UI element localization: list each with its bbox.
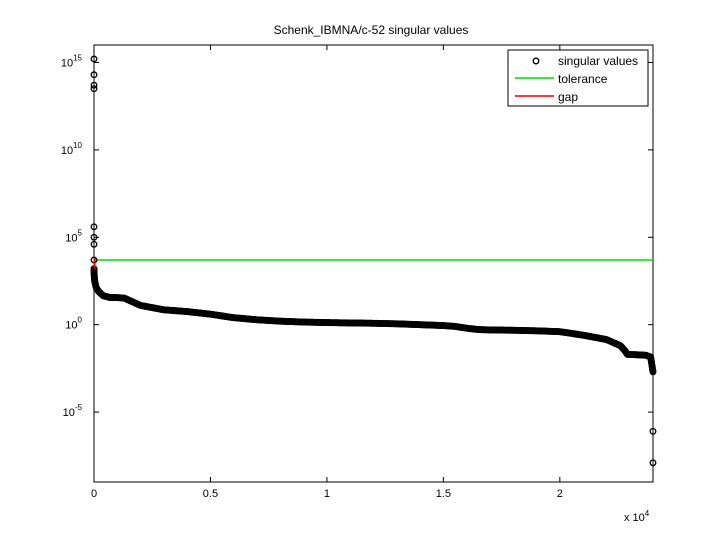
singular-value-point (649, 459, 657, 467)
x-tick-label: 1.5 (436, 488, 451, 500)
singular-value-point (90, 71, 98, 79)
x-tick-label: 0.5 (203, 488, 218, 500)
x-tick-label: 2 (557, 488, 563, 500)
legend-label-tolerance: tolerance (558, 72, 608, 86)
x-axis-multiplier: x 104 (624, 509, 650, 524)
plot-frame (93, 44, 654, 483)
singular-value-point (90, 85, 98, 93)
singular-values-series (90, 55, 657, 467)
legend-circle-marker (532, 57, 540, 65)
y-axis-ticks: 1015 1010 105 100 10-5 (61, 53, 653, 419)
legend-item-tolerance: tolerance (515, 72, 608, 86)
x-tick-label: 0 (91, 488, 97, 500)
y-tick-label: 100 (65, 316, 82, 332)
legend-label-singular-values: singular values (558, 54, 638, 68)
singular-value-point (649, 368, 657, 376)
y-tick-label: 105 (65, 228, 82, 244)
singular-value-point (90, 223, 98, 231)
singular-value-point (649, 427, 657, 435)
legend: singular values tolerance gap (507, 49, 649, 107)
singular-value-point (90, 240, 98, 248)
singular-value-point (90, 81, 98, 89)
x-tick-label: 1 (324, 488, 330, 500)
plot-area (90, 44, 657, 483)
legend-item-gap: gap (515, 90, 578, 104)
legend-label-gap: gap (558, 90, 578, 104)
chart-title: Schenk_IBMNA/c-52 singular values (274, 23, 469, 37)
y-tick-label: 1010 (61, 141, 83, 157)
legend-item-singular-values: singular values (532, 54, 638, 68)
singular-value-point (90, 55, 98, 63)
y-tick-label: 10-5 (63, 403, 83, 419)
y-tick-label: 1015 (61, 53, 83, 69)
x-axis-ticks: 0 0.5 1 1.5 2 (91, 45, 563, 500)
